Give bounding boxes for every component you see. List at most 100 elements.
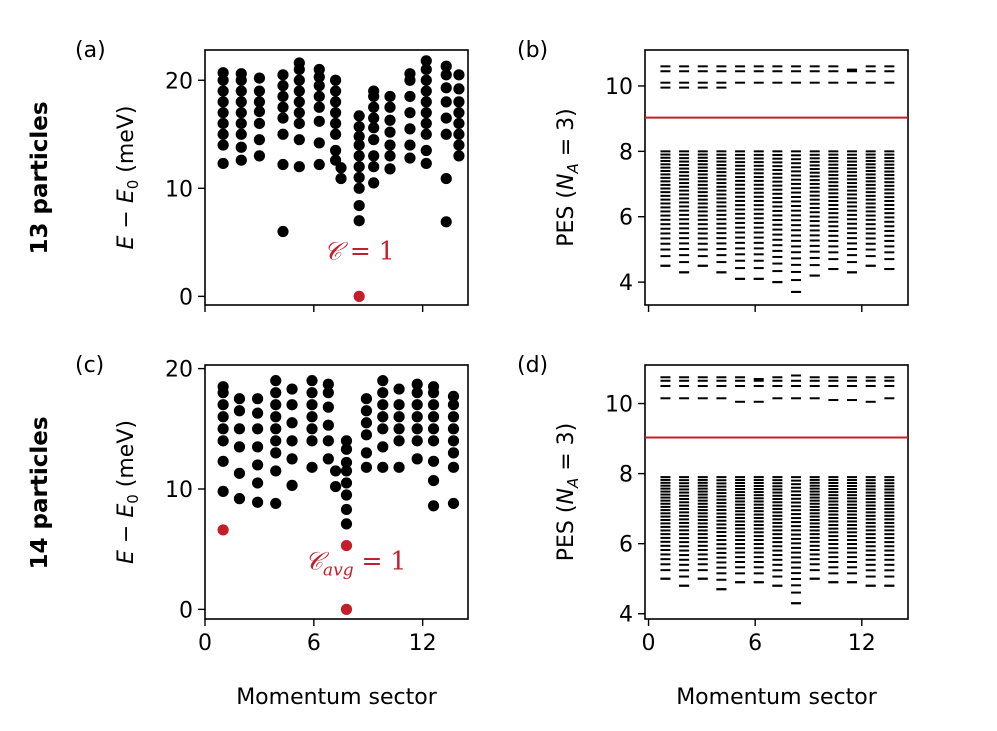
annotation: 𝒞 = 1 xyxy=(324,237,395,266)
data-point xyxy=(340,465,353,477)
data-point xyxy=(217,117,229,130)
data-point xyxy=(235,154,247,166)
data-point xyxy=(306,435,318,447)
data-point xyxy=(217,85,229,97)
data-point xyxy=(377,423,389,435)
data-point xyxy=(329,74,342,86)
data-point xyxy=(235,85,247,97)
data-point xyxy=(420,74,432,86)
data-point xyxy=(277,80,289,92)
data-point xyxy=(411,411,423,423)
data-point xyxy=(293,161,305,173)
data-point xyxy=(235,96,247,108)
x-tick-label: 0 xyxy=(198,631,212,656)
data-point xyxy=(353,121,365,133)
axes-frame xyxy=(644,49,909,306)
data-point xyxy=(420,63,432,76)
axes-frame xyxy=(644,364,909,620)
data-point xyxy=(384,163,396,175)
data-point xyxy=(353,139,365,151)
data-point xyxy=(277,158,289,171)
data-point xyxy=(313,137,325,149)
data-point xyxy=(277,112,289,124)
y-tick-label: 8 xyxy=(619,463,633,488)
data-point xyxy=(404,152,416,164)
data-point xyxy=(447,423,460,435)
data-point xyxy=(313,63,325,76)
y-axis-label: E − E0 (meV) xyxy=(114,106,142,250)
data-point xyxy=(293,96,305,108)
data-point xyxy=(277,69,289,81)
data-point xyxy=(360,461,373,473)
data-point xyxy=(322,435,334,447)
panel-label: (d) xyxy=(517,353,548,378)
data-point xyxy=(270,387,282,399)
y-tick-label: 10 xyxy=(605,75,633,100)
data-point xyxy=(233,493,246,505)
data-point xyxy=(420,128,432,140)
data-point xyxy=(270,465,282,477)
y-tick-label: 10 xyxy=(165,478,193,503)
panel-label: (b) xyxy=(517,38,548,63)
panel-label: (a) xyxy=(75,38,106,63)
data-point xyxy=(368,101,380,113)
data-point xyxy=(360,417,373,429)
data-point xyxy=(306,411,318,423)
data-point xyxy=(353,182,365,194)
data-point xyxy=(427,423,440,435)
data-point xyxy=(360,393,373,405)
data-point xyxy=(393,435,405,447)
data-point xyxy=(270,399,282,411)
data-point xyxy=(252,441,264,453)
data-point xyxy=(233,467,246,479)
data-point xyxy=(253,150,266,162)
data-point xyxy=(353,110,365,122)
data-point xyxy=(286,453,298,465)
data-point xyxy=(217,107,229,119)
data-point xyxy=(233,441,246,453)
data-point xyxy=(453,107,465,119)
data-point xyxy=(368,177,380,189)
axes-frame xyxy=(204,364,469,620)
data-point xyxy=(252,407,264,419)
data-point xyxy=(447,461,460,473)
data-point xyxy=(377,411,389,423)
data-point xyxy=(377,461,389,473)
data-point xyxy=(235,141,247,153)
data-point xyxy=(253,85,266,97)
data-point xyxy=(235,107,247,119)
data-point xyxy=(329,85,342,97)
data-point xyxy=(420,96,432,108)
data-point xyxy=(404,123,416,135)
data-point xyxy=(420,55,432,67)
data-point xyxy=(277,101,289,113)
data-point xyxy=(313,101,325,113)
data-point xyxy=(253,96,266,108)
data-point xyxy=(411,435,423,447)
data-point xyxy=(427,500,440,512)
x-tick-label: 0 xyxy=(642,631,656,656)
data-point xyxy=(427,381,440,393)
data-point xyxy=(453,128,465,140)
data-point xyxy=(447,497,460,510)
data-point xyxy=(329,128,342,140)
data-point xyxy=(286,479,298,491)
data-point xyxy=(393,461,405,473)
data-point xyxy=(340,456,353,469)
x-tick-label: 12 xyxy=(409,631,437,656)
data-point xyxy=(270,447,282,459)
data-point xyxy=(253,72,266,84)
panel-b: (b) 4 6 8 10 PES (NA = 3) xyxy=(517,38,909,312)
data-point xyxy=(217,157,229,170)
data-point xyxy=(217,435,229,447)
data-point xyxy=(322,453,334,465)
data-point xyxy=(411,378,423,390)
data-point xyxy=(306,399,318,411)
row-label: 14 particles xyxy=(27,416,53,569)
data-point xyxy=(329,144,342,157)
data-point xyxy=(306,423,318,435)
data-point xyxy=(235,117,247,130)
data-point xyxy=(420,85,432,97)
data-point xyxy=(252,477,264,489)
data-point xyxy=(293,134,305,146)
